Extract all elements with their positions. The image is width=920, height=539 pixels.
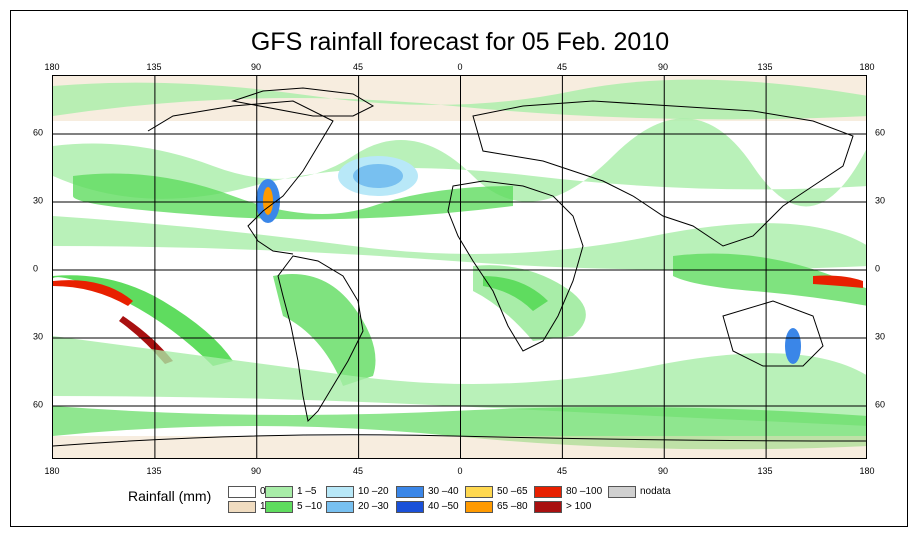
- lat-tick-right: 30: [875, 331, 886, 342]
- legend-swatch-7: [396, 501, 424, 513]
- lat-tick-right: 60: [875, 399, 886, 410]
- lon-tick-top: 90: [657, 62, 669, 72]
- legend-swatch-8: [465, 486, 493, 498]
- lon-tick-top: 45: [352, 62, 364, 72]
- lon-tick-top: 135: [146, 62, 162, 72]
- legend-swatch-1: [228, 501, 256, 513]
- graticule: [53, 76, 866, 458]
- legend-title: Rainfall (mm): [128, 488, 212, 504]
- lon-tick-bottom: 45: [352, 466, 364, 476]
- lon-tick-bottom: 180: [859, 466, 875, 476]
- legend-label-12: nodata: [640, 486, 671, 497]
- legend-label-10: 80 –100: [566, 486, 603, 497]
- coastlines: [53, 87, 866, 447]
- legend-label-6: 30 –40: [428, 486, 459, 497]
- legend-swatch-11: [534, 501, 562, 513]
- legend-label-2: 1 –5: [297, 486, 317, 497]
- lon-tick-top: 180: [44, 62, 60, 72]
- legend-swatch-5: [326, 501, 354, 513]
- lon-tick-bottom: 0: [457, 466, 463, 476]
- lat-tick-left: 60: [33, 399, 44, 410]
- lon-tick-top: 180: [859, 62, 875, 72]
- lon-tick-bottom: 90: [250, 466, 262, 476]
- legend-swatch-10: [534, 486, 562, 498]
- legend-label-4: 10 –20: [358, 486, 389, 497]
- lat-tick-left: 30: [33, 331, 44, 342]
- legend-swatch-2: [265, 486, 293, 498]
- lon-tick-bottom: 180: [44, 466, 60, 476]
- legend-swatch-4: [326, 486, 354, 498]
- legend-label-0: 0: [260, 486, 266, 497]
- map-canvas: [53, 76, 866, 458]
- lat-tick-left: 30: [33, 195, 44, 206]
- lat-tick-right: 0: [875, 263, 881, 274]
- legend-label-9: 65 –80: [497, 501, 528, 512]
- rainfall-map: [52, 75, 867, 459]
- lon-tick-bottom: 45: [556, 466, 568, 476]
- legend-label-11: > 100: [566, 501, 592, 512]
- legend-label-7: 40 –50: [428, 501, 459, 512]
- map-title: GFS rainfall forecast for 05 Feb. 2010: [250, 28, 670, 56]
- lat-tick-right: 30: [875, 195, 886, 206]
- lat-tick-left: 0: [33, 263, 39, 274]
- lon-tick-bottom: 90: [657, 466, 669, 476]
- lon-tick-bottom: 135: [757, 466, 773, 476]
- lon-tick-bottom: 135: [146, 466, 162, 476]
- legend-swatch-12: [608, 486, 636, 498]
- legend-label-3: 5 –10: [297, 501, 323, 512]
- legend-swatch-6: [396, 486, 424, 498]
- legend-label-1: 1: [260, 501, 266, 512]
- lon-tick-top: 45: [556, 62, 568, 72]
- lon-tick-top: 90: [250, 62, 262, 72]
- lat-tick-left: 60: [33, 127, 44, 138]
- lon-tick-top: 0: [457, 62, 463, 72]
- legend-swatch-9: [465, 501, 493, 513]
- lat-tick-right: 60: [875, 127, 886, 138]
- lon-tick-top: 135: [757, 62, 773, 72]
- legend-label-8: 50 –65: [497, 486, 528, 497]
- legend-swatch-3: [265, 501, 293, 513]
- legend-label-5: 20 –30: [358, 501, 389, 512]
- figure-frame: [10, 10, 908, 527]
- legend-swatch-0: [228, 486, 256, 498]
